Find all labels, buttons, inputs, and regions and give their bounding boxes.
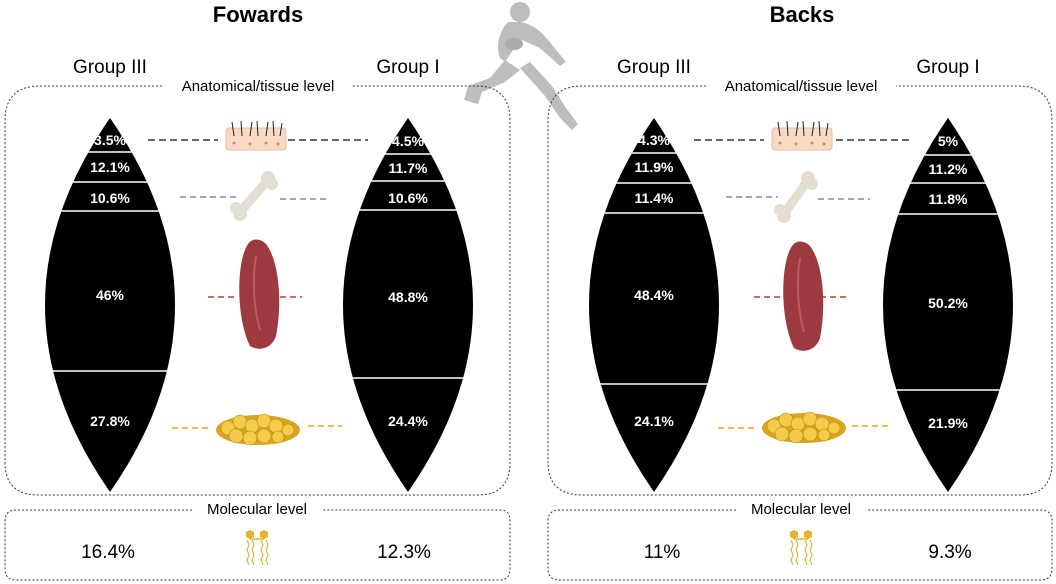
segment-bone-upper-value: 11.9%	[635, 159, 674, 175]
muscle-icon	[239, 239, 280, 349]
rugby-player-silhouette-icon	[464, 2, 578, 130]
segment-skin-value: 3.5%	[94, 132, 126, 148]
molecular-level-label: Molecular level	[751, 501, 851, 518]
bone-icon	[230, 171, 278, 221]
adipose-tissue-icon	[216, 413, 300, 446]
ball-group-i: 5% 11.2% 11.8% 50.2% 21.9%	[855, 118, 1041, 492]
group-left-label: Group III	[73, 57, 147, 78]
segment-skin-value: 4.3%	[638, 132, 670, 148]
bone-icon	[774, 171, 818, 223]
panel-backs: Backs Group III Group I Anatomical/tissu…	[547, 2, 1053, 581]
segment-muscle-value: 50.2%	[928, 295, 968, 311]
segment-bone-upper-value: 12.1%	[90, 159, 130, 175]
segment-bone-value: 11.4%	[635, 190, 674, 206]
segment-bone-value: 11.8%	[929, 191, 968, 207]
skin-tissue-icon	[225, 120, 287, 151]
molecular-left-value: 16.4%	[81, 542, 135, 563]
segment-bone-value: 10.6%	[388, 190, 428, 206]
molecular-panel-border	[547, 509, 1053, 581]
panel-forwards: Fowards Group III Group I Anatomical/tis…	[4, 2, 511, 581]
molecular-right-value: 9.3%	[928, 542, 971, 563]
anatomical-level-label: Anatomical/tissue level	[725, 78, 878, 95]
segment-muscle-value: 48.8%	[388, 289, 428, 305]
segment-fat-value: 24.4%	[388, 413, 428, 429]
phospholipid-icon	[246, 530, 269, 566]
group-left-label: Group III	[617, 57, 691, 78]
molecular-right-value: 12.3%	[377, 542, 431, 563]
molecular-level-label: Molecular level	[207, 501, 307, 518]
molecular-left-value: 11%	[644, 542, 681, 563]
segment-skin-value: 4.5%	[392, 133, 424, 149]
segment-bone-upper-value: 11.2%	[929, 161, 968, 177]
segment-fat-value: 21.9%	[928, 415, 968, 431]
panel-title: Backs	[770, 2, 835, 27]
molecular-panel-border	[4, 509, 511, 581]
segment-bone-value: 10.6%	[90, 190, 130, 206]
segment-bone-upper-value: 11.7%	[389, 160, 428, 176]
muscle-icon	[783, 241, 824, 351]
adipose-tissue-icon	[762, 411, 846, 444]
ball-group-i: 4.5% 11.7% 10.6% 48.8% 24.4%	[316, 118, 500, 492]
ball-group-iii: 4.3% 11.9% 11.4% 48.4% 24.1%	[560, 118, 748, 492]
group-right-label: Group I	[376, 57, 439, 78]
segment-muscle-value: 46%	[96, 287, 125, 303]
segment-skin-value: 5%	[938, 133, 959, 149]
ball-group-iii: 3.5% 12.1% 10.6% 46% 27.8%	[14, 118, 206, 492]
group-right-label: Group I	[916, 57, 979, 78]
segment-fat-value: 24.1%	[634, 413, 674, 429]
anatomical-panel-border	[4, 85, 511, 496]
segment-fat-value: 27.8%	[90, 413, 130, 429]
phospholipid-icon	[790, 530, 813, 566]
skin-tissue-icon	[771, 120, 833, 151]
anatomical-panel-border	[547, 85, 1053, 496]
segment-muscle-value: 48.4%	[634, 287, 674, 303]
panel-title: Fowards	[213, 2, 303, 27]
anatomical-level-label: Anatomical/tissue level	[182, 78, 335, 95]
